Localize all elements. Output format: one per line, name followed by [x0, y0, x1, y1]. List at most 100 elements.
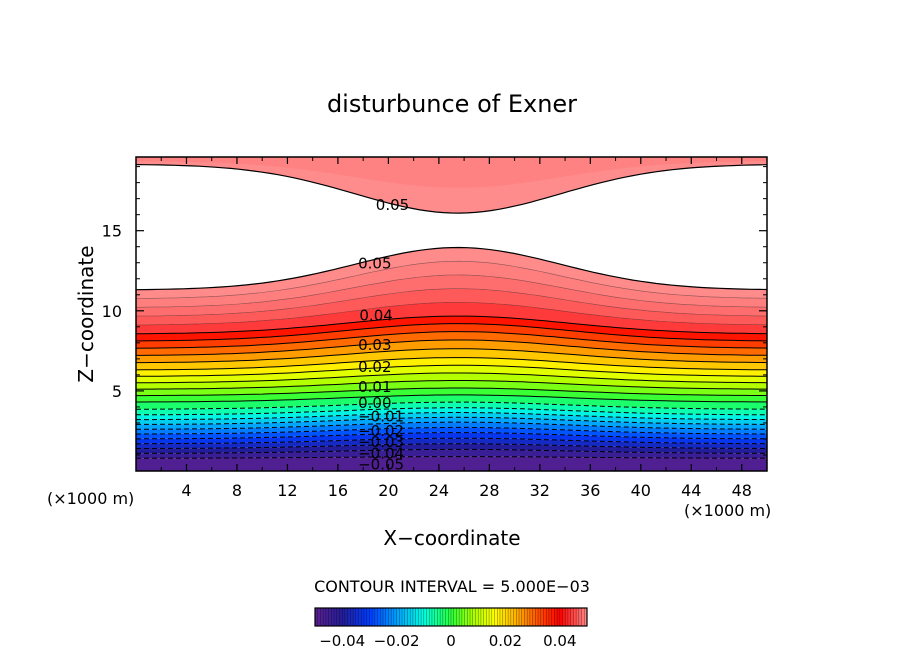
contour-bands: [136, 157, 767, 471]
colorbar-segment: [421, 608, 425, 626]
contour-band: [136, 316, 767, 341]
x-unit-label: (×1000 m): [684, 501, 771, 520]
contour-line: [136, 443, 767, 449]
colorbar-segment: [499, 608, 504, 626]
y-unit-label: (×1000 m): [47, 489, 134, 508]
x-ticks: 4 8 12 16 20 24 28 32 36 40 44 48: [160, 157, 752, 500]
colorbar-tick-label: 0.02: [489, 632, 522, 650]
colorbar-segment: [548, 608, 553, 626]
colorbar-segment: [554, 608, 558, 626]
colorbar-segment: [475, 608, 479, 626]
colorbar-segment: [543, 608, 547, 626]
contour-labels: 0.050.050.040.030.020.010.00−0.01−0.02−0…: [358, 196, 409, 474]
colorbar-segment: [336, 608, 340, 626]
x-tick-label: 44: [681, 481, 701, 500]
contour-line: [136, 407, 767, 416]
colorbar-segment: [412, 608, 417, 626]
colorbar-segment: [391, 608, 395, 626]
colorbar-segment: [570, 608, 574, 626]
x-tick-label: 40: [631, 481, 651, 500]
y-tick-label: 15: [102, 222, 122, 241]
contour-band-top-inner: [136, 157, 767, 188]
colorbar-tick-label: 0.04: [543, 632, 576, 650]
x-tick-label: 36: [580, 481, 600, 500]
colorbar-segment: [559, 608, 563, 626]
contour-line: [136, 387, 767, 397]
colorbar-segment: [521, 608, 525, 626]
colorbar-segment: [325, 608, 329, 626]
colorbar-ticks: −0.04 −0.02 0 0.02 0.04: [319, 632, 576, 650]
colorbar-segment: [519, 608, 523, 626]
colorbar-segment: [578, 608, 582, 626]
contour-line: [136, 357, 767, 371]
contour-band-upper: [136, 261, 767, 308]
contour-line: [136, 364, 767, 377]
colorbar-segment: [369, 608, 373, 626]
colorbar-segment: [385, 608, 389, 626]
contour-label: −0.03: [358, 433, 404, 451]
contour-label: 0.01: [358, 378, 391, 396]
colorbar-segment: [510, 608, 514, 626]
colorbar-tick-label: −0.02: [374, 632, 420, 650]
colorbar-segment: [407, 608, 411, 626]
colorbar-segment: [562, 608, 566, 626]
colorbar-segment: [483, 608, 487, 626]
colorbar-segment: [353, 608, 357, 626]
colorbar-segment: [459, 608, 463, 626]
colorbar-segment: [334, 608, 338, 626]
colorbar-segment: [470, 608, 474, 626]
x-tick-label: 28: [479, 481, 499, 500]
colorbar-segment: [448, 608, 452, 626]
colorbar-segment: [410, 608, 414, 626]
contour-label: −0.04: [358, 444, 404, 462]
contour-band-upper: [136, 274, 767, 317]
colorbar-segment: [576, 608, 580, 626]
colorbar-segment: [464, 608, 468, 626]
contour-line-upper: [136, 302, 767, 326]
contour-line: [136, 421, 767, 430]
colorbar-segment: [451, 608, 455, 626]
colorbar-tick-label: −0.04: [319, 632, 365, 650]
colorbar-segment: [418, 608, 422, 626]
colorbar-segment: [383, 608, 387, 626]
x-axis-label: X−coordinate: [383, 526, 520, 550]
colorbar-segment: [328, 608, 332, 626]
colorbar-segment: [423, 608, 427, 626]
colorbar-segment: [361, 608, 365, 626]
contour-band: [136, 443, 767, 454]
colorbar-segment: [540, 608, 544, 626]
colorbar-segment: [440, 608, 444, 626]
colorbar-segment: [567, 608, 572, 626]
colorbar-segment: [581, 608, 585, 626]
colorbar-segment: [320, 608, 324, 626]
colorbar-segment: [535, 608, 539, 626]
colorbar-segment: [486, 608, 490, 626]
colorbar-segment: [415, 608, 419, 626]
colorbar-segment: [399, 608, 403, 626]
colorbar-segment: [366, 608, 370, 626]
contour-label: 0.02: [358, 358, 391, 376]
colorbar-segment: [426, 608, 430, 626]
colorbar-segment: [342, 608, 346, 626]
contour-lines: [136, 164, 767, 459]
x-tick-label: 32: [530, 481, 550, 500]
colorbar-segment: [339, 608, 343, 626]
colorbar-segment: [508, 608, 512, 626]
colorbar-segment: [546, 608, 550, 626]
contour-line: [136, 380, 767, 390]
colorbar-segment: [505, 608, 509, 626]
contour-band-upper: [136, 247, 767, 299]
contour-line: [136, 372, 767, 384]
colorbar-segment: [461, 608, 465, 626]
contour-band: [136, 373, 767, 390]
contour-label: 0.05: [376, 196, 409, 214]
colorbar-frame: [314, 607, 588, 627]
colorbar-segment: [377, 608, 381, 626]
colorbar-segment: [494, 608, 498, 626]
colorbar-segment: [315, 608, 319, 626]
contour-interval-text: CONTOUR INTERVAL = 5.000E−03: [314, 577, 590, 596]
contour-line: [136, 315, 767, 335]
colorbar-segment: [404, 608, 408, 626]
contour-line: [136, 348, 767, 364]
